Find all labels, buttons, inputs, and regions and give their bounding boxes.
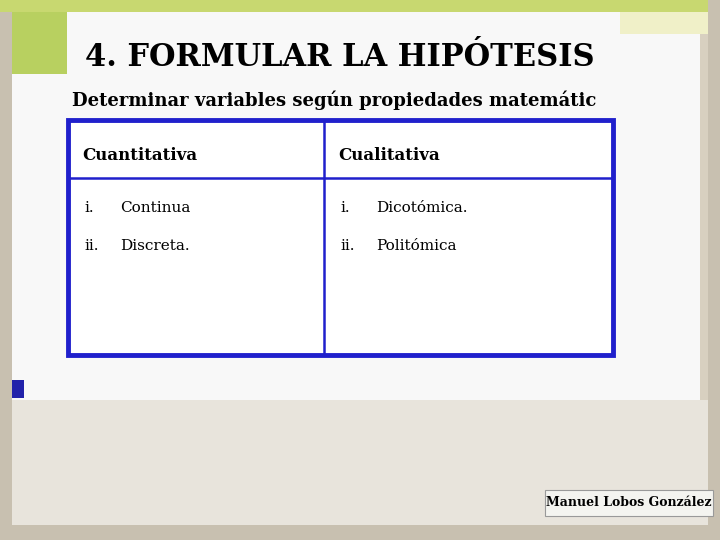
Text: Manuel Lobos González: Manuel Lobos González bbox=[546, 496, 712, 510]
Text: ii.: ii. bbox=[84, 239, 99, 253]
Text: Dicotómica.: Dicotómica. bbox=[376, 201, 468, 215]
Bar bbox=[700, 20, 708, 530]
Text: Cuantitativa: Cuantitativa bbox=[82, 146, 197, 164]
Text: Politómica: Politómica bbox=[376, 239, 456, 253]
Text: Discreta.: Discreta. bbox=[120, 239, 189, 253]
Text: ii.: ii. bbox=[340, 239, 355, 253]
Text: i.: i. bbox=[340, 201, 350, 215]
Bar bbox=[545, 490, 713, 516]
Bar bbox=[620, 12, 708, 34]
Bar bbox=[12, 12, 67, 74]
Bar bbox=[68, 120, 613, 355]
Text: Determinar variables según propiedades matemátic: Determinar variables según propiedades m… bbox=[72, 90, 596, 110]
Bar bbox=[12, 400, 708, 525]
Text: i.: i. bbox=[84, 201, 94, 215]
Bar bbox=[68, 120, 613, 355]
Bar bbox=[12, 380, 24, 398]
Bar bbox=[708, 0, 720, 540]
Bar bbox=[0, 0, 720, 12]
Text: 4. FORMULAR LA HIPÓTESIS: 4. FORMULAR LA HIPÓTESIS bbox=[85, 43, 595, 73]
Bar bbox=[0, 525, 720, 540]
Text: Continua: Continua bbox=[120, 201, 190, 215]
Text: Cualitativa: Cualitativa bbox=[338, 146, 440, 164]
